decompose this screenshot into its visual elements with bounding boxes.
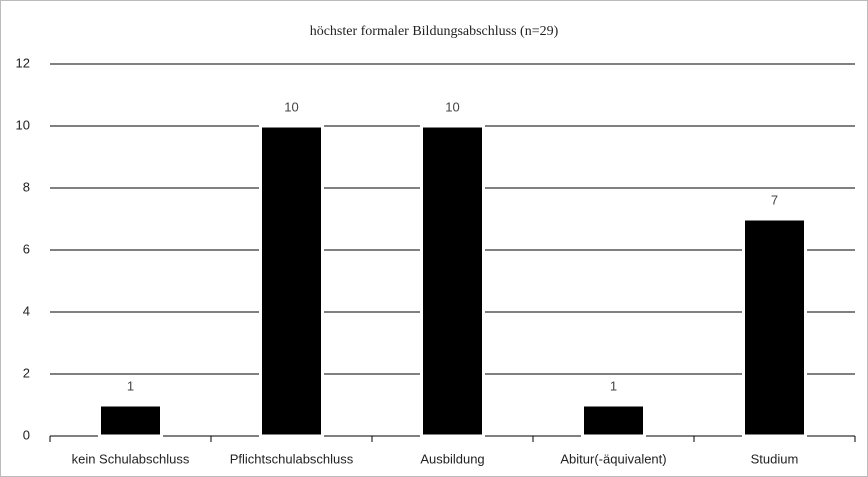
x-tick-label: Abitur(-äquivalent)	[560, 451, 666, 466]
y-tick-label: 12	[16, 55, 30, 70]
data-label: 10	[284, 99, 298, 114]
data-label: 7	[771, 192, 778, 207]
y-tick-label: 6	[23, 241, 30, 256]
y-tick-label: 2	[23, 365, 30, 380]
x-tick-label: Pflichtschulabschluss	[230, 451, 354, 466]
bar	[98, 403, 163, 438]
x-tick-label: Ausbildung	[420, 451, 484, 466]
bar	[259, 124, 324, 438]
chart-title: höchster formaler Bildungsabschluss (n=2…	[310, 24, 559, 39]
y-tick-label: 10	[16, 117, 30, 132]
bar	[581, 403, 646, 438]
data-label: 1	[127, 378, 134, 393]
data-label: 1	[610, 378, 617, 393]
x-tick-label: kein Schulabschluss	[72, 451, 190, 466]
bar	[420, 124, 485, 438]
bar	[742, 217, 807, 438]
y-tick-label: 0	[23, 427, 30, 442]
x-tick-label: Studium	[751, 451, 799, 466]
y-tick-label: 4	[23, 303, 30, 318]
y-tick-label: 8	[23, 179, 30, 194]
data-label: 10	[445, 99, 459, 114]
